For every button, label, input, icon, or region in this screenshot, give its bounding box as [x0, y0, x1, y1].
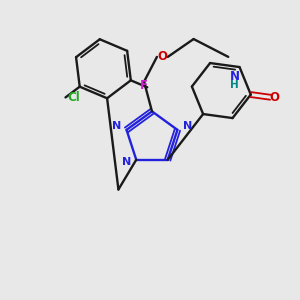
Text: N: N [230, 70, 240, 83]
Text: O: O [269, 91, 279, 104]
Text: H: H [230, 80, 239, 90]
Text: N: N [112, 121, 121, 131]
Text: N: N [122, 157, 131, 167]
Text: F: F [140, 79, 148, 92]
Text: Cl: Cl [67, 91, 80, 104]
Text: N: N [183, 121, 192, 131]
Text: O: O [157, 50, 167, 63]
